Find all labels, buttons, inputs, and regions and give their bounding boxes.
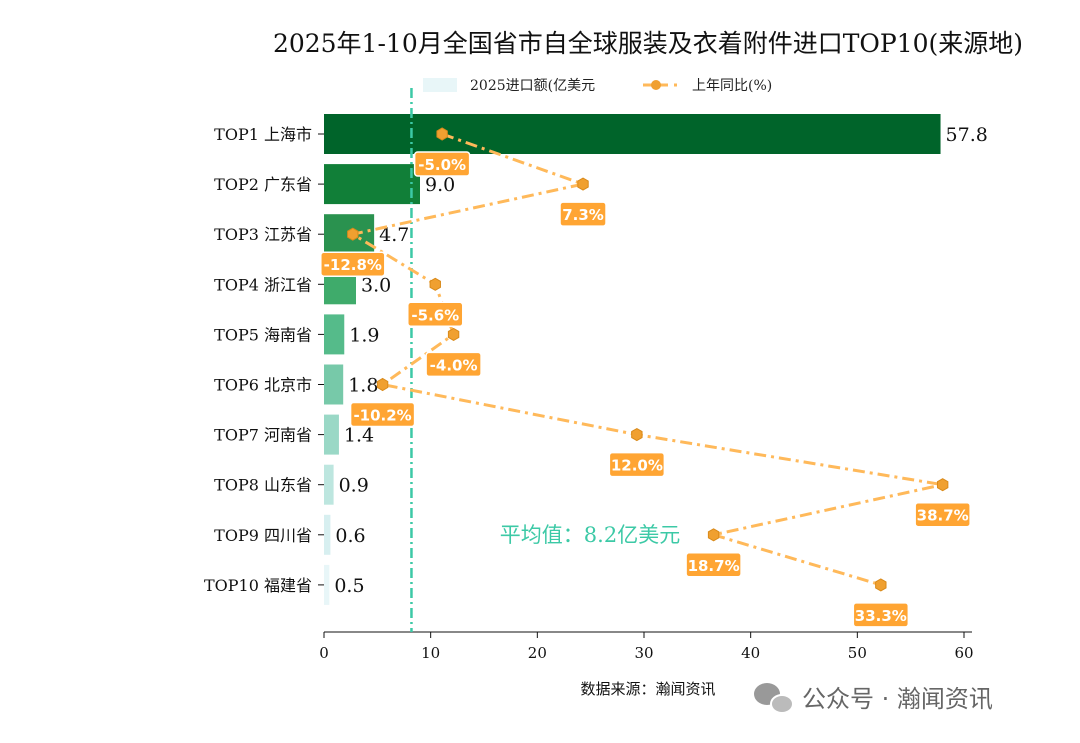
yoy-value-label: -10.2% — [353, 407, 411, 425]
bar — [324, 164, 420, 205]
yoy-label-box — [407, 301, 464, 328]
bar-value-label: 9.0 — [425, 174, 455, 196]
yoy-label-box — [685, 552, 742, 578]
yoy-marker — [875, 578, 887, 592]
bar — [324, 414, 339, 455]
yoy-marker — [429, 277, 441, 291]
x-tick-label: 60 — [954, 644, 973, 662]
legend-label-line: 上年同比(%) — [692, 78, 772, 94]
bar — [324, 464, 334, 505]
bar — [324, 564, 330, 605]
category-label: TOP3 江苏省 — [214, 225, 312, 244]
category-label: TOP10 福建省 — [204, 576, 312, 595]
yoy-value-label: -5.6% — [411, 306, 459, 324]
category-label: TOP2 广东省 — [214, 175, 312, 194]
legend-label-bar: 2025进口额(亿美元 — [470, 78, 595, 94]
bar-value-label: 0.9 — [339, 475, 369, 497]
yoy-label-box — [413, 151, 471, 177]
yoy-value-label: -4.0% — [430, 356, 478, 374]
bar — [324, 364, 344, 405]
wechat-icon — [754, 683, 794, 714]
yoy-marker — [447, 327, 460, 341]
yoy-value-label: -5.0% — [418, 156, 466, 174]
watermark: 公众号 · 瀚闻资讯 — [802, 685, 993, 713]
bar-value-label: 4.7 — [379, 224, 409, 246]
yoy-marker — [936, 478, 949, 492]
yoy-marker — [347, 227, 359, 241]
chart-title: 2025年1-10月全国省市自全球服装及衣着附件进口TOP10(来源地) — [273, 29, 1023, 58]
yoy-value-label: 7.3% — [562, 206, 604, 224]
category-label: TOP7 河南省 — [214, 426, 312, 445]
x-tick-label: 50 — [848, 644, 867, 662]
bar-value-label: 1.9 — [349, 324, 379, 346]
category-label: TOP8 山东省 — [214, 476, 312, 495]
x-tick-label: 30 — [634, 644, 653, 662]
category-label: TOP4 浙江省 — [214, 275, 312, 294]
bar-value-label: 0.6 — [335, 525, 365, 547]
x-tick-label: 10 — [421, 644, 440, 662]
yoy-marker — [376, 377, 389, 392]
average-label: 平均值：8.2亿美元 — [500, 523, 680, 547]
legend: 2025进口额(亿美元 上年同比(%) — [423, 78, 772, 94]
category-label: TOP9 四川省 — [214, 526, 312, 545]
category-label: TOP1 上海市 — [214, 125, 312, 144]
yoy-marker — [631, 428, 643, 442]
yoy-label-box — [320, 251, 386, 277]
legend-marker — [651, 80, 661, 90]
bar — [324, 314, 345, 355]
yoy-value-label: 33.3% — [855, 607, 907, 625]
category-label: TOP6 北京市 — [214, 376, 312, 395]
yoy-marker — [436, 127, 448, 141]
x-tick-label: 0 — [319, 644, 329, 662]
legend-swatch-bar — [423, 78, 457, 92]
x-tick-label: 20 — [528, 644, 547, 662]
yoy-line — [348, 132, 943, 587]
bar-value-label: 0.5 — [334, 575, 364, 597]
yoy-marker — [707, 528, 720, 542]
category-label: TOP5 海南省 — [214, 325, 312, 344]
yoy-value-label: 12.0% — [611, 457, 663, 475]
bar-value-label: 3.0 — [361, 274, 391, 296]
yoy-label-box — [425, 351, 482, 378]
yoy-value-label: -12.8% — [324, 256, 382, 274]
yoy-value-label: 18.7% — [688, 557, 740, 575]
x-tick-label: 40 — [741, 644, 760, 662]
yoy-label-box — [608, 451, 666, 478]
yoy-value-label: 38.7% — [917, 507, 969, 525]
bar — [324, 514, 331, 555]
yoy-label-box — [349, 401, 416, 428]
bar-value-label: 57.8 — [946, 124, 988, 146]
yoy-marker — [577, 177, 589, 191]
bar-value-label: 1.4 — [344, 425, 374, 447]
bar — [324, 114, 941, 154]
yoy-label-box — [559, 201, 607, 227]
source-note: 数据来源：瀚闻资讯 — [580, 680, 715, 698]
bar-value-label: 1.8 — [348, 375, 378, 397]
yoy-label-box — [914, 501, 971, 528]
yoy-label-box — [852, 602, 910, 628]
